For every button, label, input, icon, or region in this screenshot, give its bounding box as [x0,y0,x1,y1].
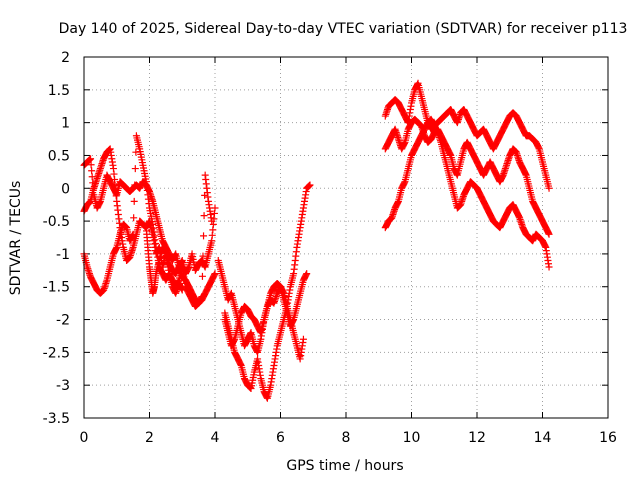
y-tick-label: -0.5 [43,214,70,230]
y-tick-label: -2 [56,313,70,329]
y-tick-label: -3 [56,378,70,394]
data-point [88,167,96,175]
data-point [200,232,208,240]
data-point [130,197,138,205]
satellite-track-8 [381,79,553,192]
y-axis-label: SDTVAR / TECUs [8,181,24,296]
y-tick-label: 0.5 [48,148,70,164]
data-point [208,217,216,225]
y-tick-label: 0 [61,181,70,197]
y-tick-label: 1 [61,116,70,132]
data-point [545,184,553,192]
data-point [130,214,138,222]
data-point [303,270,311,278]
data-point [545,230,553,238]
axis-ticks: 0 2 4 6 8 10 12 14 16 2 1.5 1 0.5 0 -0.5 -1 -1.5 -2 -2.5 -3… [43,50,617,446]
data-point [198,293,206,301]
data-point [178,286,186,294]
data-point [306,181,314,189]
y-tick-label: 2 [61,50,70,66]
data-point [211,270,219,278]
satellite-track-10 [381,115,553,271]
data-point [87,161,95,169]
data-point [87,155,95,163]
x-axis-label: GPS time / hours [286,458,403,474]
y-tick-label: -1 [56,247,70,263]
plot-frame [83,56,609,419]
data-point [299,335,307,343]
satellite-track-5 [221,181,314,402]
y-tick-label: -1.5 [43,280,70,296]
x-tick-label: 2 [145,430,154,446]
x-tick-label: 16 [599,430,617,446]
x-tick-label: 4 [211,430,220,446]
satellite-track-4 [142,171,216,307]
x-tick-label: 12 [468,430,486,446]
chart-title: Day 140 of 2025, Sidereal Day-to-day VTE… [59,21,628,37]
x-tick-label: 14 [534,430,552,446]
x-tick-label: 0 [80,430,89,446]
data-point [131,165,139,173]
data-point [131,181,139,189]
satellite-track-3 [80,132,186,297]
data-point [200,212,208,220]
x-tick-label: 10 [403,430,421,446]
x-tick-label: 6 [276,430,285,446]
y-tick-label: -2.5 [43,345,70,361]
y-tick-label: 1.5 [48,83,70,99]
data-point [129,230,137,238]
x-tick-label: 8 [342,430,351,446]
data-point [198,272,206,280]
data-point [199,252,207,260]
satellite-track-7 [214,256,307,363]
y-tick-label: -3.5 [43,411,70,427]
data-points [80,79,553,402]
data-point [545,263,553,271]
